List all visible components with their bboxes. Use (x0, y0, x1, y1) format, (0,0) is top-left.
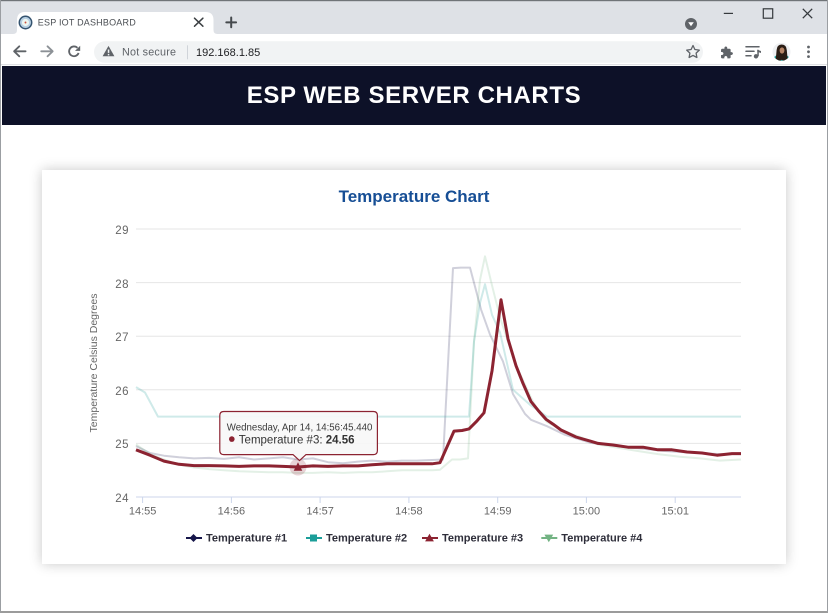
svg-text:Temperature #3: 24.56: Temperature #3: 24.56 (239, 435, 355, 447)
svg-text:14:58: 14:58 (395, 505, 423, 517)
svg-text:14:55: 14:55 (129, 505, 157, 517)
svg-text:Not secure: Not secure (122, 47, 176, 59)
svg-text:14:56: 14:56 (218, 505, 246, 517)
svg-text:29: 29 (115, 225, 129, 237)
svg-text:192.168.1.85: 192.168.1.85 (196, 47, 260, 59)
svg-text:14:59: 14:59 (484, 505, 512, 517)
svg-text:ESP IOT DASHBOARD: ESP IOT DASHBOARD (38, 18, 136, 28)
svg-text:24: 24 (115, 493, 129, 505)
svg-text:15:01: 15:01 (661, 505, 689, 517)
svg-text:Temperature #1: Temperature #1 (206, 533, 287, 545)
svg-text:Temperature Chart: Temperature Chart (339, 187, 490, 206)
svg-text:Temperature #3: Temperature #3 (442, 533, 523, 545)
svg-text:25: 25 (115, 439, 129, 451)
svg-text:28: 28 (115, 279, 129, 291)
svg-text:Temperature #4: Temperature #4 (561, 533, 643, 545)
svg-text:Temperature #2: Temperature #2 (326, 533, 407, 545)
svg-text:14:57: 14:57 (306, 505, 334, 517)
svg-text:27: 27 (115, 332, 129, 344)
svg-text:26: 26 (115, 386, 129, 398)
svg-text:Temperature Celsius Degrees: Temperature Celsius Degrees (88, 294, 100, 433)
svg-text:Wednesday, Apr 14, 14:56:45.44: Wednesday, Apr 14, 14:56:45.440 (227, 423, 373, 434)
svg-text:15:00: 15:00 (573, 505, 601, 517)
